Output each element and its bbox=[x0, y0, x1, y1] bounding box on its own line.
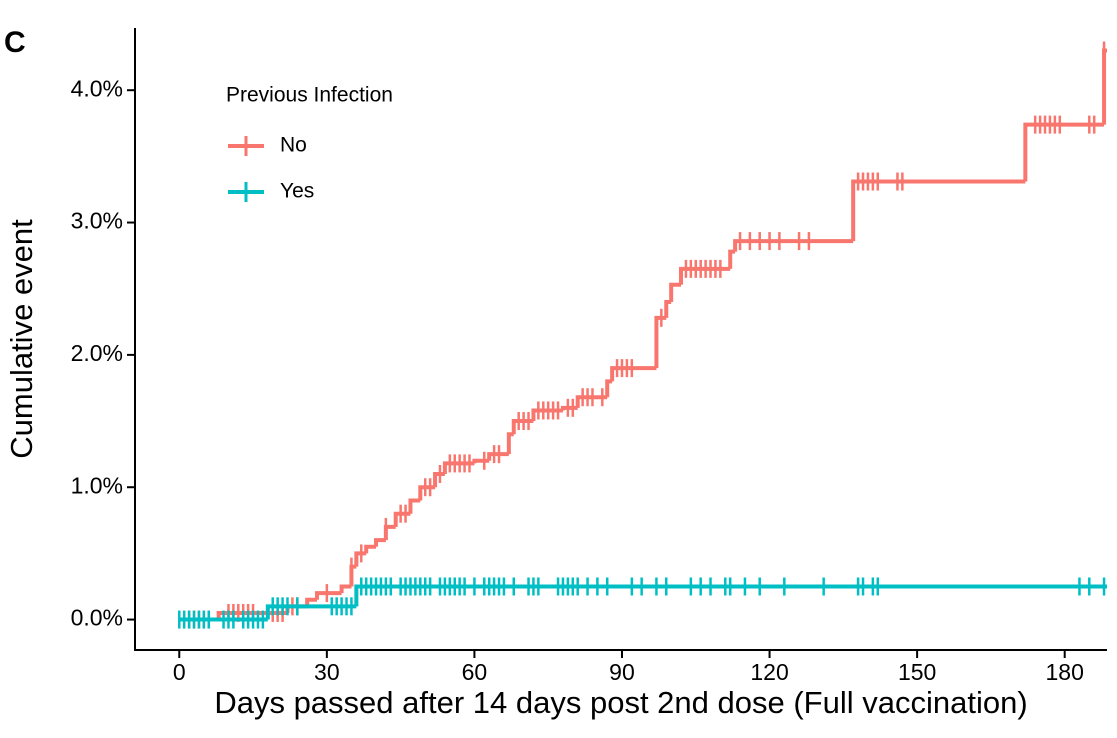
step-segment bbox=[669, 282, 682, 302]
y-tick-label: 4.0% bbox=[71, 75, 123, 101]
step-segment bbox=[679, 266, 731, 285]
step-segment bbox=[728, 249, 736, 269]
x-tick-label: 0 bbox=[173, 659, 186, 685]
legend-title: Previous Infection bbox=[226, 84, 393, 107]
x-tick-label: 60 bbox=[462, 659, 488, 685]
y-tick-label: 2.0% bbox=[71, 340, 123, 366]
step-segment bbox=[216, 610, 288, 620]
y-tick-label: 0.0% bbox=[71, 605, 123, 631]
step-segment bbox=[393, 511, 411, 527]
y-axis-label: Cumulative event bbox=[4, 219, 39, 459]
step-segment bbox=[408, 498, 421, 514]
step-segment bbox=[354, 584, 1107, 607]
step-segment bbox=[374, 538, 386, 547]
step-segment bbox=[433, 471, 445, 488]
step-segment bbox=[560, 405, 578, 411]
step-segment bbox=[364, 544, 377, 554]
panel-label: C bbox=[4, 26, 26, 59]
step-segment bbox=[610, 366, 657, 382]
step-segment bbox=[315, 591, 342, 600]
step-segment bbox=[664, 299, 672, 318]
y-tick-label: 1.0% bbox=[71, 472, 123, 498]
y-tick-label: 3.0% bbox=[71, 208, 123, 234]
x-tick-label: 180 bbox=[1046, 659, 1084, 685]
x-axis-label: Days passed after 14 days post 2nd dose … bbox=[214, 685, 1027, 720]
step-segment bbox=[605, 379, 613, 398]
x-tick-label: 120 bbox=[750, 659, 788, 685]
step-segment bbox=[418, 485, 436, 501]
step-segment bbox=[472, 458, 490, 464]
step-segment bbox=[733, 239, 854, 252]
x-tick-label: 150 bbox=[898, 659, 936, 685]
legend-label: No bbox=[280, 134, 307, 157]
step-segment bbox=[265, 604, 357, 620]
step-segment bbox=[506, 432, 514, 455]
step-segment bbox=[511, 419, 534, 435]
step-segment bbox=[487, 452, 509, 461]
step-segment bbox=[1023, 122, 1105, 182]
x-tick-label: 90 bbox=[609, 659, 635, 685]
step-segment bbox=[851, 179, 1026, 242]
x-tick-label: 30 bbox=[314, 659, 340, 685]
step-segment bbox=[1102, 48, 1107, 125]
step-segment bbox=[383, 524, 396, 541]
step-segment bbox=[305, 597, 318, 607]
step-segment bbox=[575, 395, 608, 408]
step-segment bbox=[339, 584, 352, 594]
step-segment bbox=[654, 315, 667, 369]
step-segment bbox=[354, 551, 367, 567]
legend-label: Yes bbox=[280, 180, 314, 203]
